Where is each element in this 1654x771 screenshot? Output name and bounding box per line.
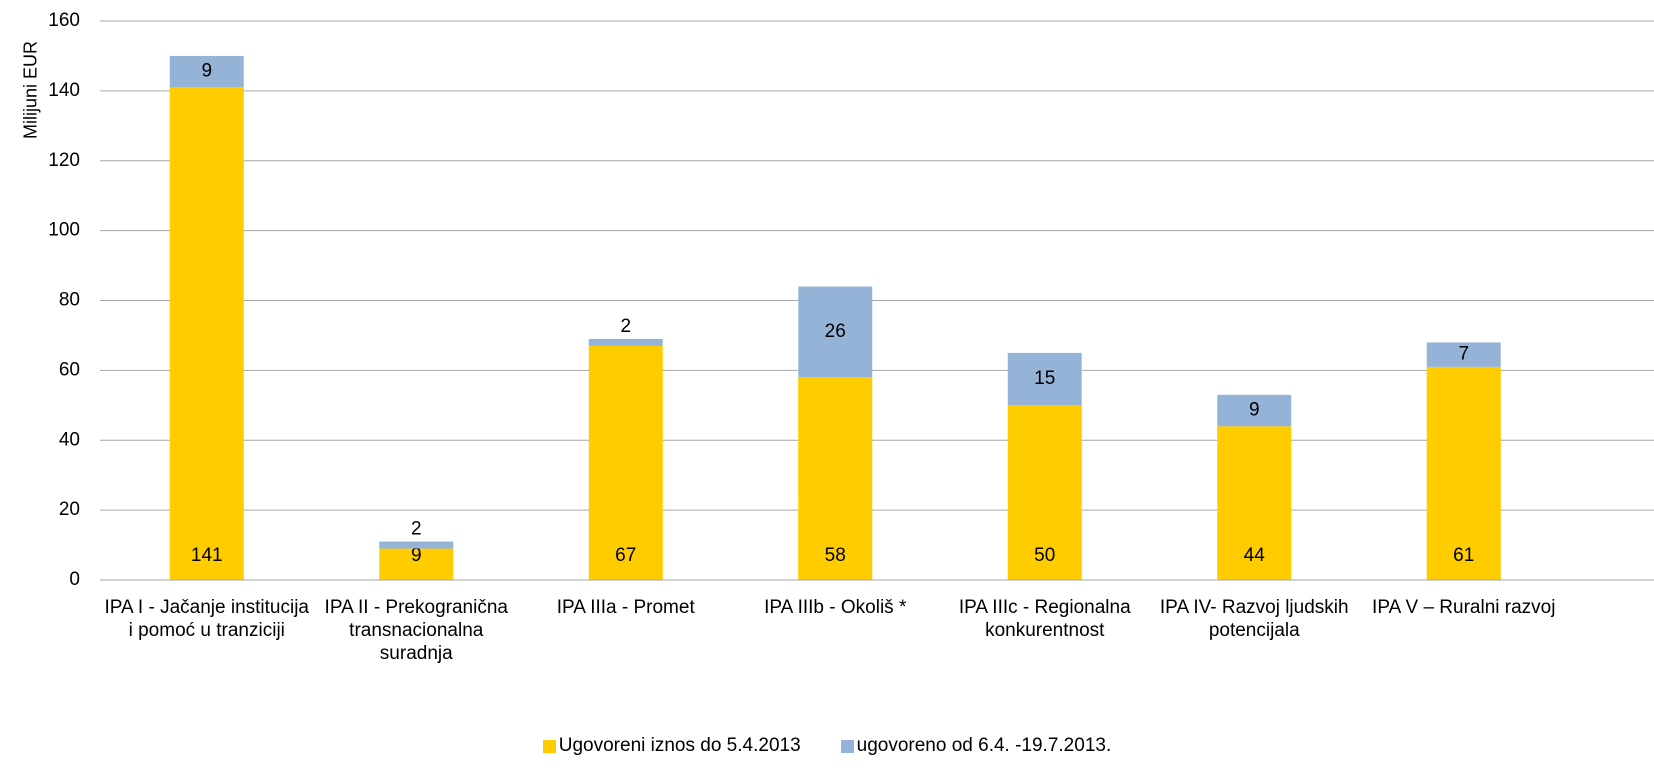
data-label: 58	[825, 545, 846, 566]
data-label: 44	[1244, 545, 1266, 566]
bar-segment	[798, 286, 873, 378]
data-label: 26	[825, 321, 846, 342]
y-tick-label: 60	[59, 359, 80, 380]
legend-swatch	[840, 739, 854, 753]
bar-segment	[1426, 342, 1501, 367]
data-label: 2	[620, 316, 631, 337]
x-tick-label: IPA II - Prekogranična transnacionalna s…	[324, 597, 508, 664]
y-tick-label: 20	[59, 499, 80, 520]
legend-swatch	[542, 739, 556, 753]
data-label: 9	[411, 545, 422, 566]
data-label: 50	[1034, 545, 1055, 566]
bar-segment	[379, 548, 454, 580]
bar-segment	[1217, 394, 1292, 427]
legend: Ugovoreni iznos do 5.4.2013 ugovoreno od …	[0, 735, 1654, 757]
y-tick-label: 100	[48, 220, 80, 241]
bar-segment	[169, 87, 244, 580]
x-tick-label: IPA IIIc - Regionalna konkurentnost	[958, 597, 1131, 641]
bar-segment	[588, 345, 663, 580]
y-tick-label: 40	[59, 429, 80, 450]
data-label: 15	[1034, 368, 1055, 389]
legend-label: Ugovoreni iznos do 5.4.2013	[558, 735, 801, 756]
data-label: 141	[191, 545, 223, 566]
legend-item: ugovoreno od 6.4. -19.7.2013.	[840, 735, 1112, 757]
x-tick-label: IPA IIIb - Okoliš *	[764, 597, 907, 618]
data-label: 2	[411, 519, 422, 540]
x-tick-label: IPA I - Jačanje institucija i pomoć u tr…	[104, 597, 310, 641]
y-tick-label: 0	[69, 569, 80, 590]
data-label: 61	[1453, 545, 1474, 566]
bar-segment	[1007, 352, 1082, 406]
bar-segment	[169, 55, 244, 88]
x-tick-label: IPA V – Ruralni razvoj	[1372, 597, 1556, 618]
x-tick-label: IPA IV- Razvoj ljudskih potencijala	[1159, 597, 1349, 641]
y-tick-label: 160	[48, 10, 80, 31]
x-tick-label: IPA IIIa - Promet	[556, 597, 695, 618]
legend-item: Ugovoreni iznos do 5.4.2013	[542, 735, 801, 757]
y-axis-label: Milijuni EUR	[20, 40, 41, 140]
bar-segment	[1217, 426, 1292, 580]
bar-segment	[379, 541, 454, 549]
data-label: 9	[1249, 400, 1260, 421]
legend-label: ugovoreno od 6.4. -19.7.2013.	[856, 735, 1112, 756]
y-tick-label: 140	[48, 80, 80, 101]
data-label: 9	[201, 61, 212, 82]
y-tick-label: 120	[48, 150, 80, 171]
bar-segment	[1007, 405, 1082, 580]
data-label: 7	[1458, 344, 1469, 365]
bar-segment	[588, 338, 663, 346]
y-tick-label: 80	[59, 290, 80, 311]
bar-segment	[798, 377, 873, 580]
bar-segment	[1426, 366, 1501, 580]
data-label: 67	[615, 545, 636, 566]
